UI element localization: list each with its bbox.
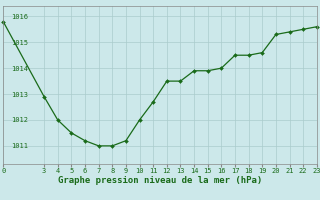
X-axis label: Graphe pression niveau de la mer (hPa): Graphe pression niveau de la mer (hPa): [58, 176, 262, 185]
